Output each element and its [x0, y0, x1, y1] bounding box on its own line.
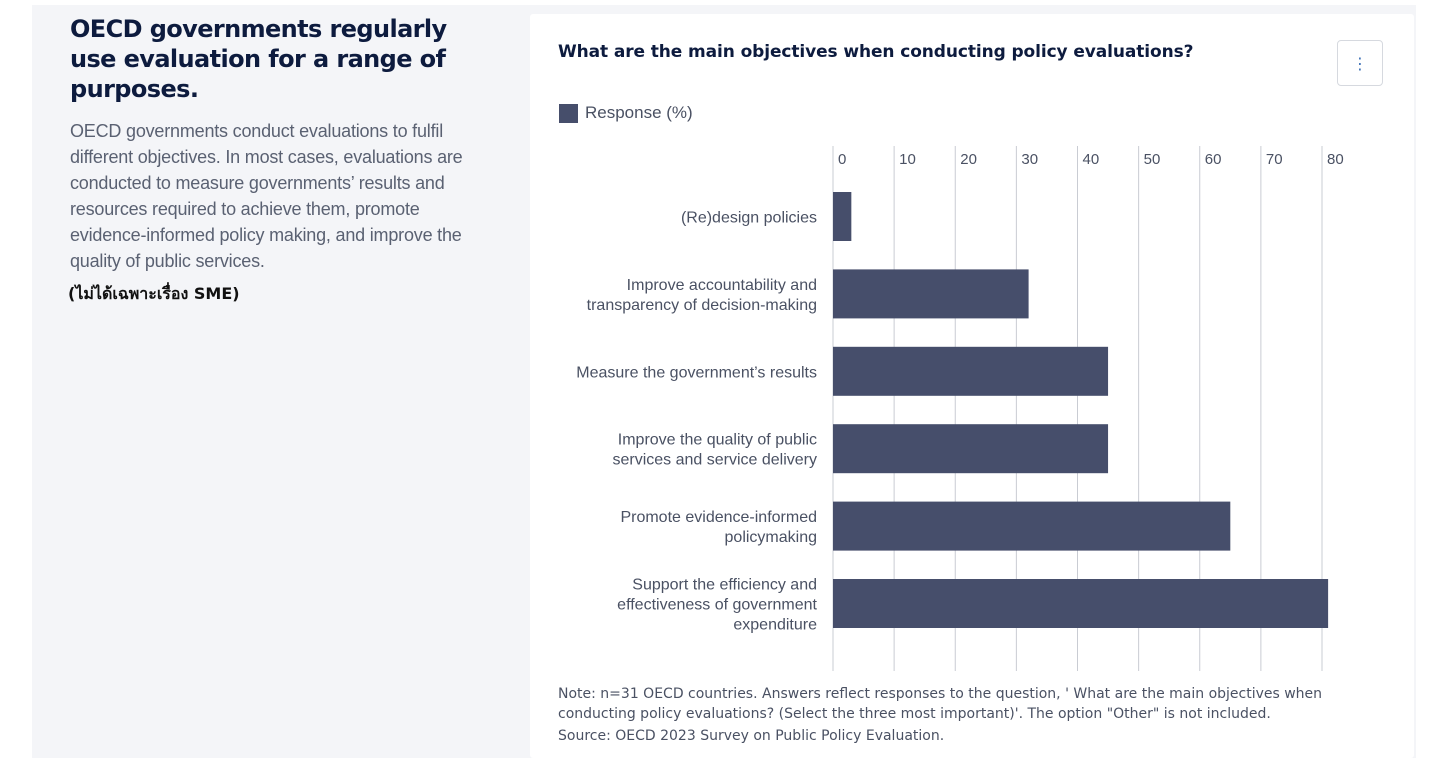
- category-label: Promote evidence-informed policymaking: [620, 509, 817, 546]
- x-tick-label: 70: [1266, 151, 1283, 168]
- intro-paragraph: OECD governments conduct evaluations to …: [70, 121, 463, 271]
- legend-label: Response (%): [585, 103, 693, 122]
- x-tick-label: 20: [960, 151, 977, 168]
- bar: [833, 346, 1109, 396]
- x-tick-label: 40: [1083, 151, 1100, 168]
- x-tick-label: 30: [1021, 151, 1038, 168]
- bar: [833, 579, 1329, 628]
- x-tick-label: 0: [838, 151, 846, 168]
- legend-swatch: [559, 103, 578, 123]
- x-tick-label: 60: [1205, 151, 1222, 168]
- bar-chart: 0 10 20 30 40 50 60 70 80 (Re)design policies Impr…: [576, 146, 1344, 671]
- bar: [833, 501, 1231, 551]
- x-tick-label: 80: [1327, 151, 1344, 168]
- chart-card: What are the main objectives when conduc…: [530, 14, 1414, 758]
- intro-panel: OECD governments regularly use evaluatio…: [68, 14, 500, 307]
- x-tick-label: 10: [899, 151, 916, 168]
- more-vertical-icon: ⋮: [1352, 53, 1368, 73]
- chart-title: What are the main objectives when conduc…: [558, 42, 1194, 62]
- bar: [833, 424, 1109, 474]
- chart-source: Source: OECD 2023 Survey on Public Polic…: [558, 728, 945, 744]
- thai-annotation: (ไม่ได้เฉพาะเรื่อง SME): [68, 284, 240, 303]
- category-label: Support the efficiency and effectiveness …: [617, 577, 817, 634]
- category-label: (Re)design policies: [681, 210, 817, 227]
- category-label: Improve accountability and transparency o…: [587, 277, 817, 314]
- chart-menu-button[interactable]: ⋮: [1337, 40, 1383, 86]
- bar: [833, 192, 852, 241]
- chart-legend: Response (%): [559, 103, 693, 123]
- bar: [833, 269, 1029, 319]
- category-label: Improve the quality of public services an…: [612, 432, 817, 469]
- category-label: Measure the government’s results: [576, 364, 817, 381]
- page-headline: OECD governments regularly use evaluatio…: [70, 15, 447, 103]
- chart-note: Note: n=31 OECD countries. Answers refle…: [558, 686, 1323, 722]
- x-tick-label: 50: [1144, 151, 1161, 168]
